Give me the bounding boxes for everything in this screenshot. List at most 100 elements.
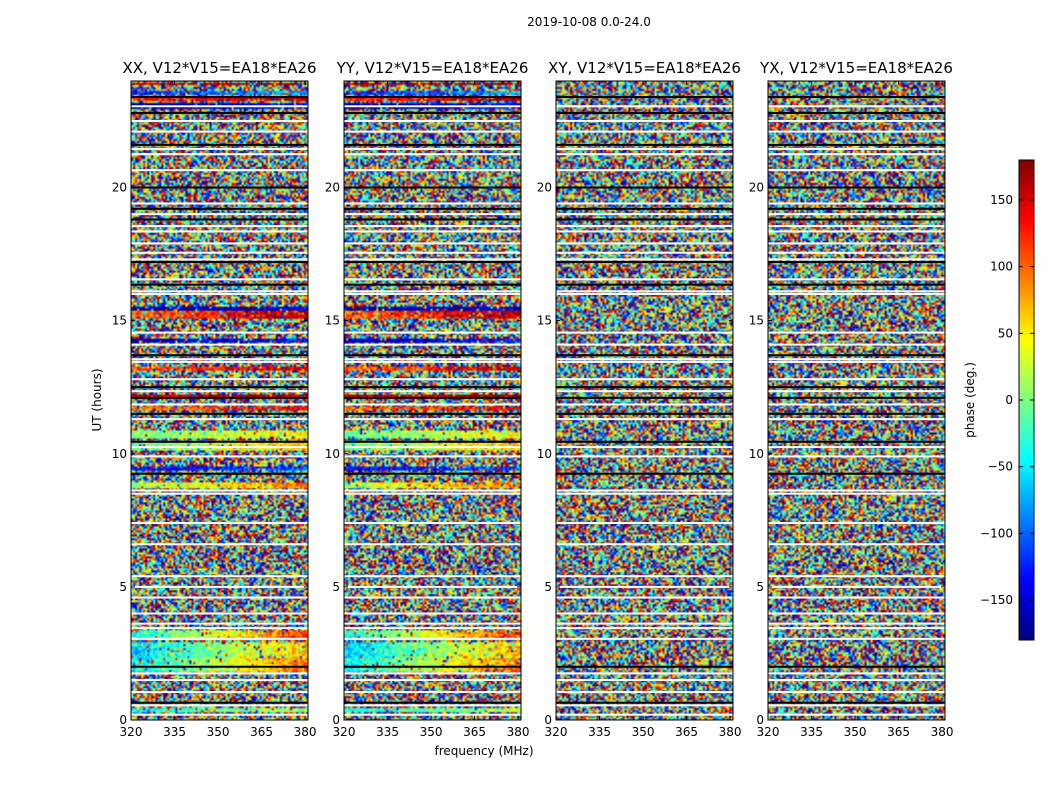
colorbar-tick-label: 0 — [1005, 393, 1013, 407]
dark-line — [768, 386, 945, 389]
dark-line — [131, 261, 308, 264]
y-axis-label: UT (hours) — [90, 368, 104, 431]
flagged-gap — [344, 455, 521, 458]
dark-line — [344, 396, 521, 399]
flagged-gap — [768, 612, 945, 615]
dark-line — [344, 283, 521, 286]
flagged-gap — [344, 489, 521, 492]
dark-line — [768, 354, 945, 357]
y-tick-label: 10 — [112, 447, 127, 461]
dark-line — [131, 665, 308, 668]
flagged-gap — [344, 360, 521, 363]
dark-line — [768, 440, 945, 443]
flagged-gap — [556, 130, 733, 133]
flagged-gap — [556, 251, 733, 254]
dark-line — [556, 440, 733, 443]
flagged-gap — [768, 455, 945, 458]
flagged-gap — [131, 622, 308, 625]
flagged-gap — [344, 403, 521, 406]
flagged-gap — [344, 153, 521, 156]
colorbar-tick-label: 50 — [998, 326, 1013, 340]
dark-line — [344, 701, 521, 704]
flagged-gap — [131, 119, 308, 122]
flagged-gap — [556, 213, 733, 216]
flagged-gap — [131, 360, 308, 363]
panel-title: XY, V12*V15=EA18*EA26 — [548, 59, 741, 77]
flagged-gap — [556, 679, 733, 682]
flagged-gap — [131, 202, 308, 205]
flagged-gap — [344, 278, 521, 281]
x-tick-label: 350 — [844, 725, 867, 739]
dark-line — [344, 386, 521, 389]
flagged-gap — [131, 489, 308, 492]
flagged-gap — [344, 242, 521, 245]
x-tick-label: 320 — [757, 725, 780, 739]
dark-line — [556, 207, 733, 210]
dark-line — [556, 665, 733, 668]
x-tick-label: 335 — [163, 725, 186, 739]
dark-line — [344, 95, 521, 98]
dark-line — [556, 283, 733, 286]
dark-line — [344, 207, 521, 210]
figure-suptitle: 2019-10-08 0.0-24.0 — [527, 15, 651, 29]
flagged-gap — [344, 147, 521, 150]
flagged-gap — [556, 278, 733, 281]
flagged-gap — [768, 585, 945, 588]
flagged-gap — [768, 105, 945, 108]
flagged-gap — [768, 119, 945, 122]
flagged-gap — [131, 258, 308, 261]
flagged-gap — [768, 521, 945, 524]
dark-line — [131, 386, 308, 389]
flagged-gap — [556, 390, 733, 393]
flagged-gap — [556, 596, 733, 599]
y-tick-label: 0 — [756, 713, 764, 727]
flagged-gap — [131, 242, 308, 245]
x-tick-label: 365 — [463, 725, 486, 739]
x-tick-label: 350 — [632, 725, 655, 739]
flagged-gap — [768, 358, 945, 361]
x-tick-label: 365 — [887, 725, 910, 739]
axes-frame — [767, 80, 946, 721]
flagged-gap — [768, 213, 945, 216]
flagged-gap — [344, 691, 521, 694]
dark-line — [556, 261, 733, 264]
flagged-gap — [768, 627, 945, 630]
dark-line — [131, 701, 308, 704]
x-tick-label: 365 — [675, 725, 698, 739]
flagged-gap — [344, 213, 521, 216]
y-tick-label: 20 — [325, 181, 340, 195]
flagged-gap — [344, 575, 521, 578]
flagged-gap — [344, 343, 521, 346]
flagged-gap — [768, 378, 945, 381]
flagged-gap — [556, 637, 733, 640]
flagged-gap — [768, 258, 945, 261]
flagged-gap — [768, 704, 945, 707]
flagged-gap — [131, 575, 308, 578]
flagged-gap — [556, 153, 733, 156]
dark-line — [768, 207, 945, 210]
panel-2: YY, V12*V15=EA18*EA26 320 335 350 365 380 0 5 10… — [325, 59, 530, 739]
y-tick-label: 10 — [749, 447, 764, 461]
flagged-gap — [344, 672, 521, 675]
dark-line — [344, 412, 521, 415]
flagged-gap — [131, 213, 308, 216]
flagged-gap — [556, 119, 733, 122]
flagged-gap — [556, 672, 733, 675]
flagged-gap — [131, 130, 308, 133]
x-tick-label: 380 — [294, 725, 317, 739]
dark-line — [344, 354, 521, 357]
flagged-gap — [131, 378, 308, 381]
x-tick-label: 320 — [545, 725, 568, 739]
x-tick-label: 350 — [420, 725, 443, 739]
dark-line — [556, 218, 733, 221]
dark-line — [768, 412, 945, 415]
flagged-gap — [344, 105, 521, 108]
flagged-gap — [768, 713, 945, 716]
flagged-gap — [131, 596, 308, 599]
flagged-gap — [768, 293, 945, 295]
y-tick-label: 10 — [325, 447, 340, 461]
x-tick-label: 335 — [588, 725, 611, 739]
flagged-gap — [344, 225, 521, 228]
flagged-gap — [556, 290, 733, 293]
flagged-gap — [344, 230, 521, 233]
